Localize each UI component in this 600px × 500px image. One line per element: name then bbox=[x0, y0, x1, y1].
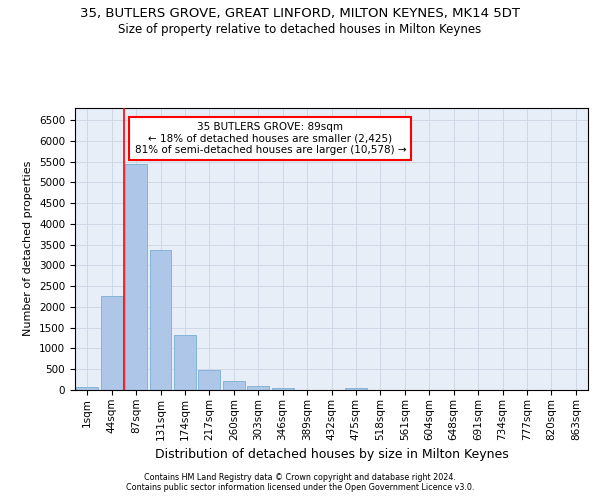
Bar bbox=[223, 382, 245, 390]
Bar bbox=[125, 164, 147, 390]
Bar bbox=[76, 388, 98, 390]
X-axis label: Distribution of detached houses by size in Milton Keynes: Distribution of detached houses by size … bbox=[155, 448, 508, 461]
Bar bbox=[101, 296, 122, 390]
Text: Size of property relative to detached houses in Milton Keynes: Size of property relative to detached ho… bbox=[118, 22, 482, 36]
Bar bbox=[345, 388, 367, 390]
Bar bbox=[199, 370, 220, 390]
Y-axis label: Number of detached properties: Number of detached properties bbox=[23, 161, 34, 336]
Bar bbox=[247, 386, 269, 390]
Bar bbox=[174, 335, 196, 390]
Text: 35 BUTLERS GROVE: 89sqm
← 18% of detached houses are smaller (2,425)
81% of semi: 35 BUTLERS GROVE: 89sqm ← 18% of detache… bbox=[134, 122, 406, 155]
Bar bbox=[149, 250, 172, 390]
Text: Contains HM Land Registry data © Crown copyright and database right 2024.
Contai: Contains HM Land Registry data © Crown c… bbox=[126, 473, 474, 492]
Text: 35, BUTLERS GROVE, GREAT LINFORD, MILTON KEYNES, MK14 5DT: 35, BUTLERS GROVE, GREAT LINFORD, MILTON… bbox=[80, 8, 520, 20]
Bar bbox=[272, 388, 293, 390]
